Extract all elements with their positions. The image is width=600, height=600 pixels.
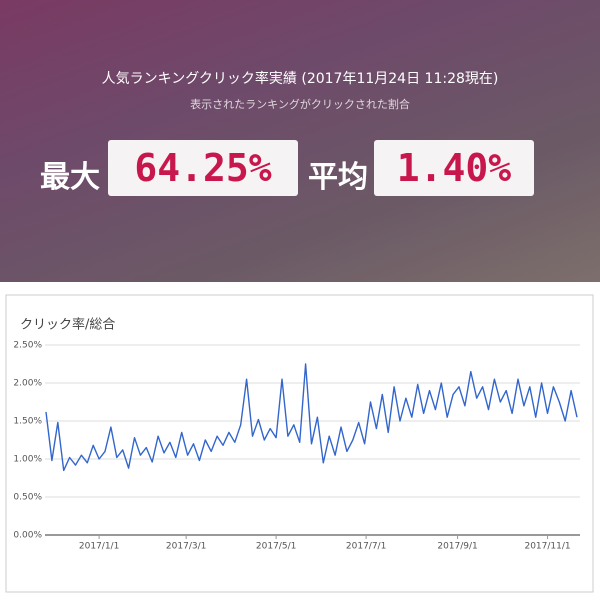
x-tick-label: 2017/11/1	[524, 542, 570, 552]
header: 人気ランキングクリック率実績 (2017年11月24日 11:28現在) 表示さ…	[0, 0, 600, 282]
chart-title: クリック率/総合	[20, 317, 115, 333]
max-label: 最大	[40, 160, 100, 195]
y-tick-label: 0.00%	[13, 531, 42, 541]
y-tick-label: 2.50%	[13, 341, 42, 351]
y-tick-label: 0.50%	[13, 493, 42, 503]
header-title: 人気ランキングクリック率実績 (2017年11月24日 11:28現在)	[101, 71, 499, 87]
max-value: 64.25%	[108, 140, 298, 196]
x-tick-label: 2017/5/1	[256, 542, 296, 552]
line	[45, 363, 578, 472]
x-tick-label: 2017/9/1	[437, 542, 477, 552]
y-tick-label: 1.50%	[13, 417, 42, 427]
avg-value: 1.40%	[374, 140, 534, 196]
x-tick-label: 2017/7/1	[346, 542, 386, 552]
header-subtitle: 表示されたランキングがクリックされた割合	[190, 98, 410, 111]
y-tick-label: 1.00%	[13, 455, 42, 465]
x-tick-label: 2017/1/1	[79, 542, 119, 552]
y-tick-label: 2.00%	[13, 379, 42, 389]
x-tick-label: 2017/3/1	[166, 542, 206, 552]
avg-label: 平均	[308, 160, 368, 195]
